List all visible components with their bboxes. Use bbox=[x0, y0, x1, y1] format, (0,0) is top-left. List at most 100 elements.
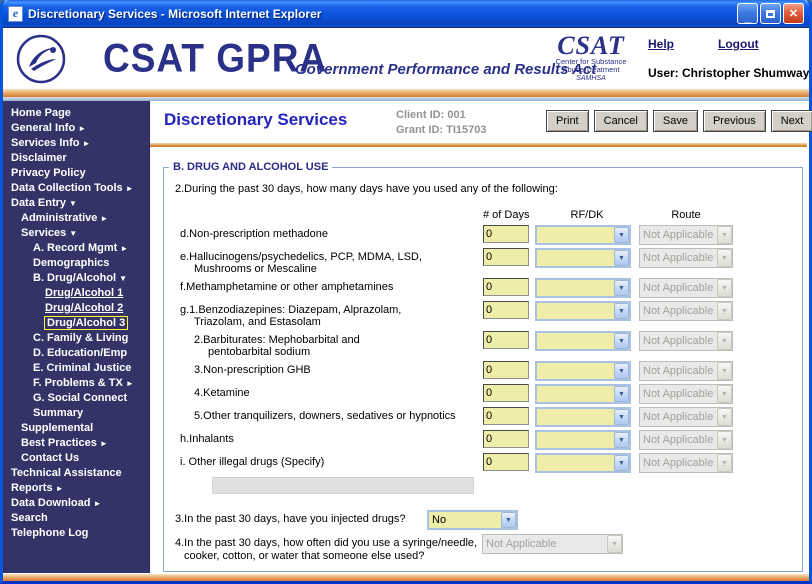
page-title: Discretionary Services bbox=[164, 110, 348, 129]
sidebar-item-administrative[interactable]: Administrative ► bbox=[21, 212, 109, 224]
rfdk-select[interactable]: ▼ bbox=[535, 225, 631, 245]
submenu-arrow-icon: ▼ bbox=[69, 229, 78, 238]
days-input[interactable] bbox=[483, 225, 529, 243]
maximize-button[interactable] bbox=[760, 3, 781, 24]
chevron-down-icon: ▼ bbox=[614, 432, 629, 448]
sidebar-item-home-page[interactable]: Home Page bbox=[11, 107, 71, 119]
column-header-route: Route bbox=[671, 209, 701, 221]
sidebar-item-record-mgmt[interactable]: A. Record Mgmt ► bbox=[33, 242, 129, 254]
drug-row-label: i. Other illegal drugs (Specify) bbox=[180, 456, 325, 468]
rfdk-select[interactable]: ▼ bbox=[535, 301, 631, 321]
route-select: Not Applicable ▼ bbox=[639, 278, 733, 298]
question-3-row: 3.In the past 30 days, have you injected… bbox=[175, 510, 802, 530]
previous-button[interactable]: Previous bbox=[702, 110, 766, 132]
chevron-down-icon: ▼ bbox=[717, 362, 732, 380]
sidebar-item-summary[interactable]: Summary bbox=[33, 407, 84, 419]
sidebar-item-social-connect[interactable]: G. Social Connect bbox=[33, 392, 128, 404]
header-divider bbox=[3, 97, 809, 101]
cancel-button[interactable]: Cancel bbox=[593, 110, 648, 132]
sidebar-item-family-living[interactable]: C. Family & Living bbox=[33, 332, 129, 344]
drug-row-ketamine: 4.Ketamine ▼ Not Applicable▼ bbox=[164, 384, 802, 404]
drug-row-label: 4.Ketamine bbox=[194, 387, 250, 399]
drug-row-hallucinogens: e.Hallucinogens/psychedelics, PCP, MDMA,… bbox=[164, 248, 802, 275]
days-input[interactable] bbox=[483, 384, 529, 402]
question-3-label: 3.In the past 30 days, have you injected… bbox=[175, 513, 406, 525]
submenu-arrow-icon: ▼ bbox=[119, 274, 128, 283]
sidebar-item-reports[interactable]: Reports ► bbox=[11, 482, 64, 494]
drug-row-inhalants: h.Inhalants ▼ Not Applicable▼ bbox=[164, 430, 802, 450]
sidebar-item-general-info[interactable]: General Info ► bbox=[11, 122, 87, 134]
sidebar-item-contact-us[interactable]: Contact Us bbox=[21, 452, 80, 464]
rfdk-select[interactable]: ▼ bbox=[535, 384, 631, 404]
rfdk-select[interactable]: ▼ bbox=[535, 430, 631, 450]
sidebar-item-services[interactable]: Services ▼ bbox=[21, 227, 78, 239]
chevron-down-icon: ▼ bbox=[717, 332, 732, 350]
column-header-days: # of Days bbox=[483, 209, 530, 221]
rfdk-select[interactable]: ▼ bbox=[535, 453, 631, 473]
sidebar-item-supplemental[interactable]: Supplemental bbox=[21, 422, 94, 434]
sidebar-item-criminal-justice[interactable]: E. Criminal Justice bbox=[33, 362, 132, 374]
sidebar-item-data-collection-tools[interactable]: Data Collection Tools ► bbox=[11, 182, 134, 194]
days-input[interactable] bbox=[483, 301, 529, 319]
sidebar-item-problems-tx[interactable]: F. Problems & TX ► bbox=[33, 377, 134, 389]
chevron-down-icon: ▼ bbox=[717, 279, 732, 297]
sidebar-item-drug-alcohol-2[interactable]: Drug/Alcohol 2 bbox=[45, 302, 124, 314]
chevron-down-icon: ▼ bbox=[614, 227, 629, 243]
close-button[interactable]: ✕ bbox=[783, 3, 804, 24]
sidebar-item-disclaimer[interactable]: Disclaimer bbox=[11, 152, 67, 164]
submenu-arrow-icon: ► bbox=[120, 244, 129, 253]
route-select: Not Applicable ▼ bbox=[639, 301, 733, 321]
sidebar-item-data-entry[interactable]: Data Entry ▼ bbox=[11, 197, 77, 209]
rfdk-select[interactable]: ▼ bbox=[535, 278, 631, 298]
column-header-rfdk: RF/DK bbox=[570, 209, 604, 221]
sidebar-item-education-emp[interactable]: D. Education/Emp bbox=[33, 347, 128, 359]
rfdk-select[interactable]: ▼ bbox=[535, 331, 631, 351]
sidebar-item-drug-alcohol-3[interactable]: Drug/Alcohol 3 bbox=[43, 316, 129, 330]
chevron-down-icon: ▼ bbox=[607, 535, 622, 553]
sidebar-item-technical-assistance[interactable]: Technical Assistance bbox=[11, 467, 122, 479]
client-id-label: Client ID: 001 bbox=[396, 109, 466, 121]
content-header-divider bbox=[150, 143, 807, 147]
chevron-down-icon: ▼ bbox=[614, 333, 629, 349]
rfdk-select[interactable]: ▼ bbox=[535, 361, 631, 381]
days-input[interactable] bbox=[483, 453, 529, 471]
minimize-button[interactable]: _ bbox=[737, 3, 758, 24]
drug-row-methamphetamine: f.Methamphetamine or other amphetamines … bbox=[164, 278, 802, 298]
days-input[interactable] bbox=[483, 278, 529, 296]
header-accent-bar bbox=[3, 89, 809, 97]
print-button[interactable]: Print bbox=[546, 110, 589, 132]
next-button[interactable]: Next bbox=[770, 110, 812, 132]
sidebar-item-drug-alcohol-1[interactable]: Drug/Alcohol 1 bbox=[45, 287, 124, 299]
rfdk-select[interactable]: ▼ bbox=[535, 407, 631, 427]
drug-row-benzodiazepines: g.1.Benzodiazepines: Diazepam, Alprazola… bbox=[164, 301, 802, 328]
drug-row-label: 3.Non-prescription GHB bbox=[194, 364, 311, 376]
days-input[interactable] bbox=[483, 331, 529, 349]
drug-row-label: g.1.Benzodiazepines: Diazepam, Alprazola… bbox=[180, 304, 402, 328]
chevron-down-icon: ▼ bbox=[614, 455, 629, 471]
drug-row-ghb: 3.Non-prescription GHB ▼ Not Applicable▼ bbox=[164, 361, 802, 381]
days-input[interactable] bbox=[483, 430, 529, 448]
help-link[interactable]: Help bbox=[648, 37, 675, 51]
sidebar-item-demographics[interactable]: Demographics bbox=[33, 257, 110, 269]
sidebar-item-data-download[interactable]: Data Download ► bbox=[11, 497, 102, 509]
sidebar-item-drug-alcohol[interactable]: B. Drug/Alcohol ▼ bbox=[33, 272, 128, 284]
question-2-label: 2.During the past 30 days, how many days… bbox=[175, 183, 558, 195]
logout-link[interactable]: Logout bbox=[718, 37, 759, 51]
sidebar-item-services-info[interactable]: Services Info ► bbox=[11, 137, 91, 149]
sidebar-item-best-practices[interactable]: Best Practices ► bbox=[21, 437, 108, 449]
days-input[interactable] bbox=[483, 361, 529, 379]
injected-drugs-select[interactable]: No ▼ bbox=[427, 510, 518, 530]
sidebar-item-privacy-policy[interactable]: Privacy Policy bbox=[11, 167, 86, 179]
drug-alcohol-section: B. DRUG AND ALCOHOL USE 2.During the pas… bbox=[163, 161, 803, 572]
days-input[interactable] bbox=[483, 407, 529, 425]
rfdk-select[interactable]: ▼ bbox=[535, 248, 631, 268]
sidebar-item-telephone-log[interactable]: Telephone Log bbox=[11, 527, 89, 539]
save-button[interactable]: Save bbox=[652, 110, 698, 132]
user-label: User: Christopher Shumway bbox=[648, 66, 810, 80]
route-select: Not Applicable ▼ bbox=[639, 361, 733, 381]
drug-row-label: 2.Barbiturates: Mephobarbital and pentoba… bbox=[194, 334, 360, 358]
sidebar-item-search[interactable]: Search bbox=[11, 512, 48, 524]
days-input[interactable] bbox=[483, 248, 529, 266]
route-select: Not Applicable ▼ bbox=[639, 248, 733, 268]
